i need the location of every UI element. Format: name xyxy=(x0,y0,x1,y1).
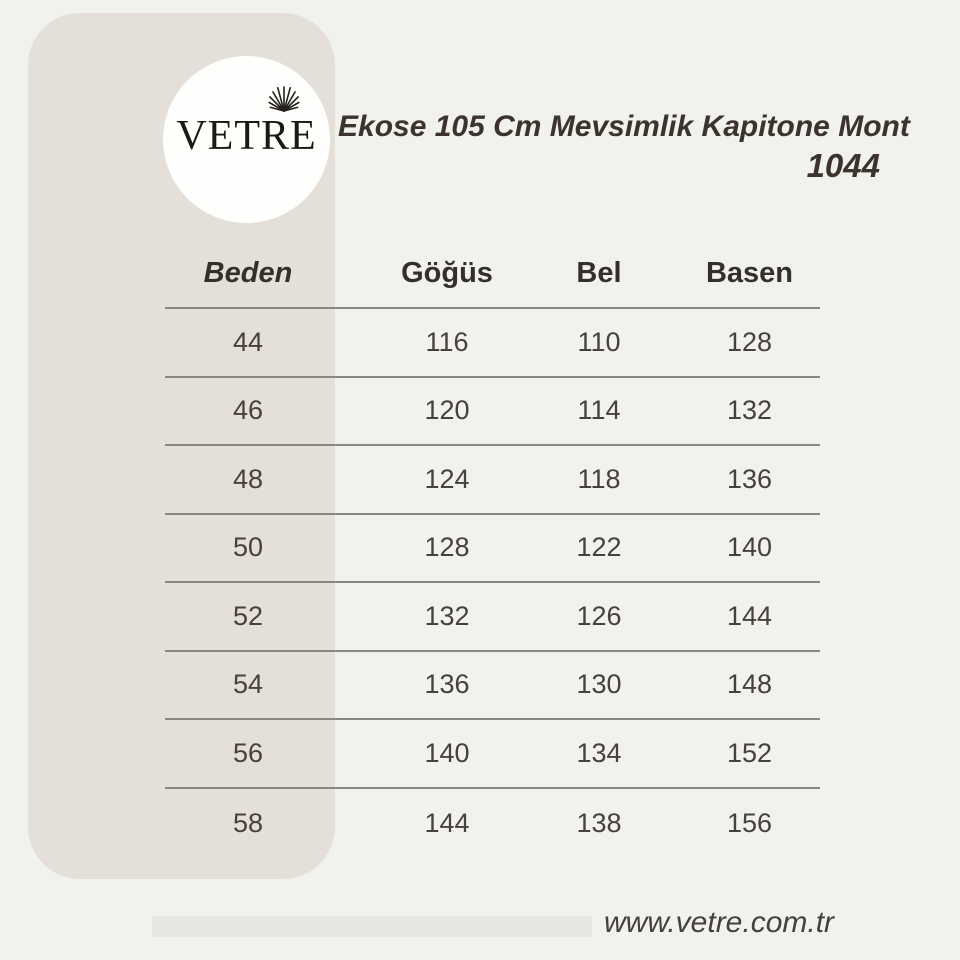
brand-logo-text: VETRE xyxy=(176,112,317,159)
header-cell-basen: Basen xyxy=(705,257,794,289)
footer-bar xyxy=(152,916,592,937)
table-cell-beden: 46 xyxy=(232,395,264,426)
website-url: www.vetre.com.tr xyxy=(604,906,835,939)
table-cell-beden: 44 xyxy=(232,326,264,357)
table-cell-gogus: 144 xyxy=(424,808,470,838)
table-cell-basen: 152 xyxy=(726,737,773,768)
table-cell-bel: 114 xyxy=(577,395,621,426)
header-cell-bel: Bel xyxy=(576,257,622,289)
table-cell-basen: 140 xyxy=(726,532,773,563)
table-cell-basen: 136 xyxy=(726,463,773,494)
table-cell-beden: 54 xyxy=(232,669,264,700)
table-cell-beden: 52 xyxy=(232,600,264,631)
table-cell-gogus: 140 xyxy=(424,737,470,768)
table-cell-gogus: 116 xyxy=(425,326,469,357)
table-cell-beden: 50 xyxy=(232,532,264,563)
table-cell-bel: 110 xyxy=(577,326,621,357)
table-row: 54 136 130 148 xyxy=(165,652,820,720)
product-code: 1044 xyxy=(806,147,880,184)
table-cell-beden: 56 xyxy=(232,737,264,768)
table-cell-beden: 48 xyxy=(232,463,264,494)
table-cell-gogus: 124 xyxy=(424,463,470,494)
table-cell-beden: 58 xyxy=(232,808,264,838)
table-cell-bel: 138 xyxy=(576,808,622,838)
size-table-body: 44 116 110 128 46 120 114 132 48 124 118… xyxy=(165,309,820,859)
starburst-icon xyxy=(268,86,300,112)
table-row: 46 120 114 132 xyxy=(165,378,820,446)
brand-logo-circle: VETRE xyxy=(163,56,330,223)
table-cell-gogus: 132 xyxy=(424,600,470,631)
table-row: 44 116 110 128 xyxy=(165,309,820,378)
table-cell-bel: 134 xyxy=(576,737,622,768)
table-row: 50 128 122 140 xyxy=(165,515,820,583)
table-row: 52 132 126 144 xyxy=(165,583,820,652)
table-cell-basen: 128 xyxy=(726,326,773,357)
table-cell-gogus: 128 xyxy=(424,532,470,563)
table-cell-basen: 156 xyxy=(726,808,773,838)
table-row: 48 124 118 136 xyxy=(165,446,820,515)
table-cell-bel: 130 xyxy=(576,669,622,700)
table-cell-gogus: 120 xyxy=(424,395,470,426)
table-cell-basen: 148 xyxy=(726,669,773,700)
table-cell-bel: 122 xyxy=(576,532,622,563)
table-row: 56 140 134 152 xyxy=(165,720,820,789)
size-table-header: Beden Göğüs Bel Basen xyxy=(165,240,820,309)
table-cell-basen: 144 xyxy=(726,600,773,631)
table-cell-bel: 126 xyxy=(576,600,622,631)
header-cell-gogus: Göğüs xyxy=(401,257,493,289)
table-cell-bel: 118 xyxy=(577,463,621,494)
product-header: Ekose 105 Cm Mevsimlik Kapitone Mont 104… xyxy=(338,110,910,185)
table-cell-gogus: 136 xyxy=(424,669,470,700)
product-title: Ekose 105 Cm Mevsimlik Kapitone Mont xyxy=(338,110,910,143)
size-table: Beden Göğüs Bel Basen 44 116 110 128 46 … xyxy=(165,240,820,859)
table-cell-basen: 132 xyxy=(726,395,773,426)
table-row: 58 144 138 156 xyxy=(165,789,820,859)
header-cell-beden: Beden xyxy=(203,257,293,289)
